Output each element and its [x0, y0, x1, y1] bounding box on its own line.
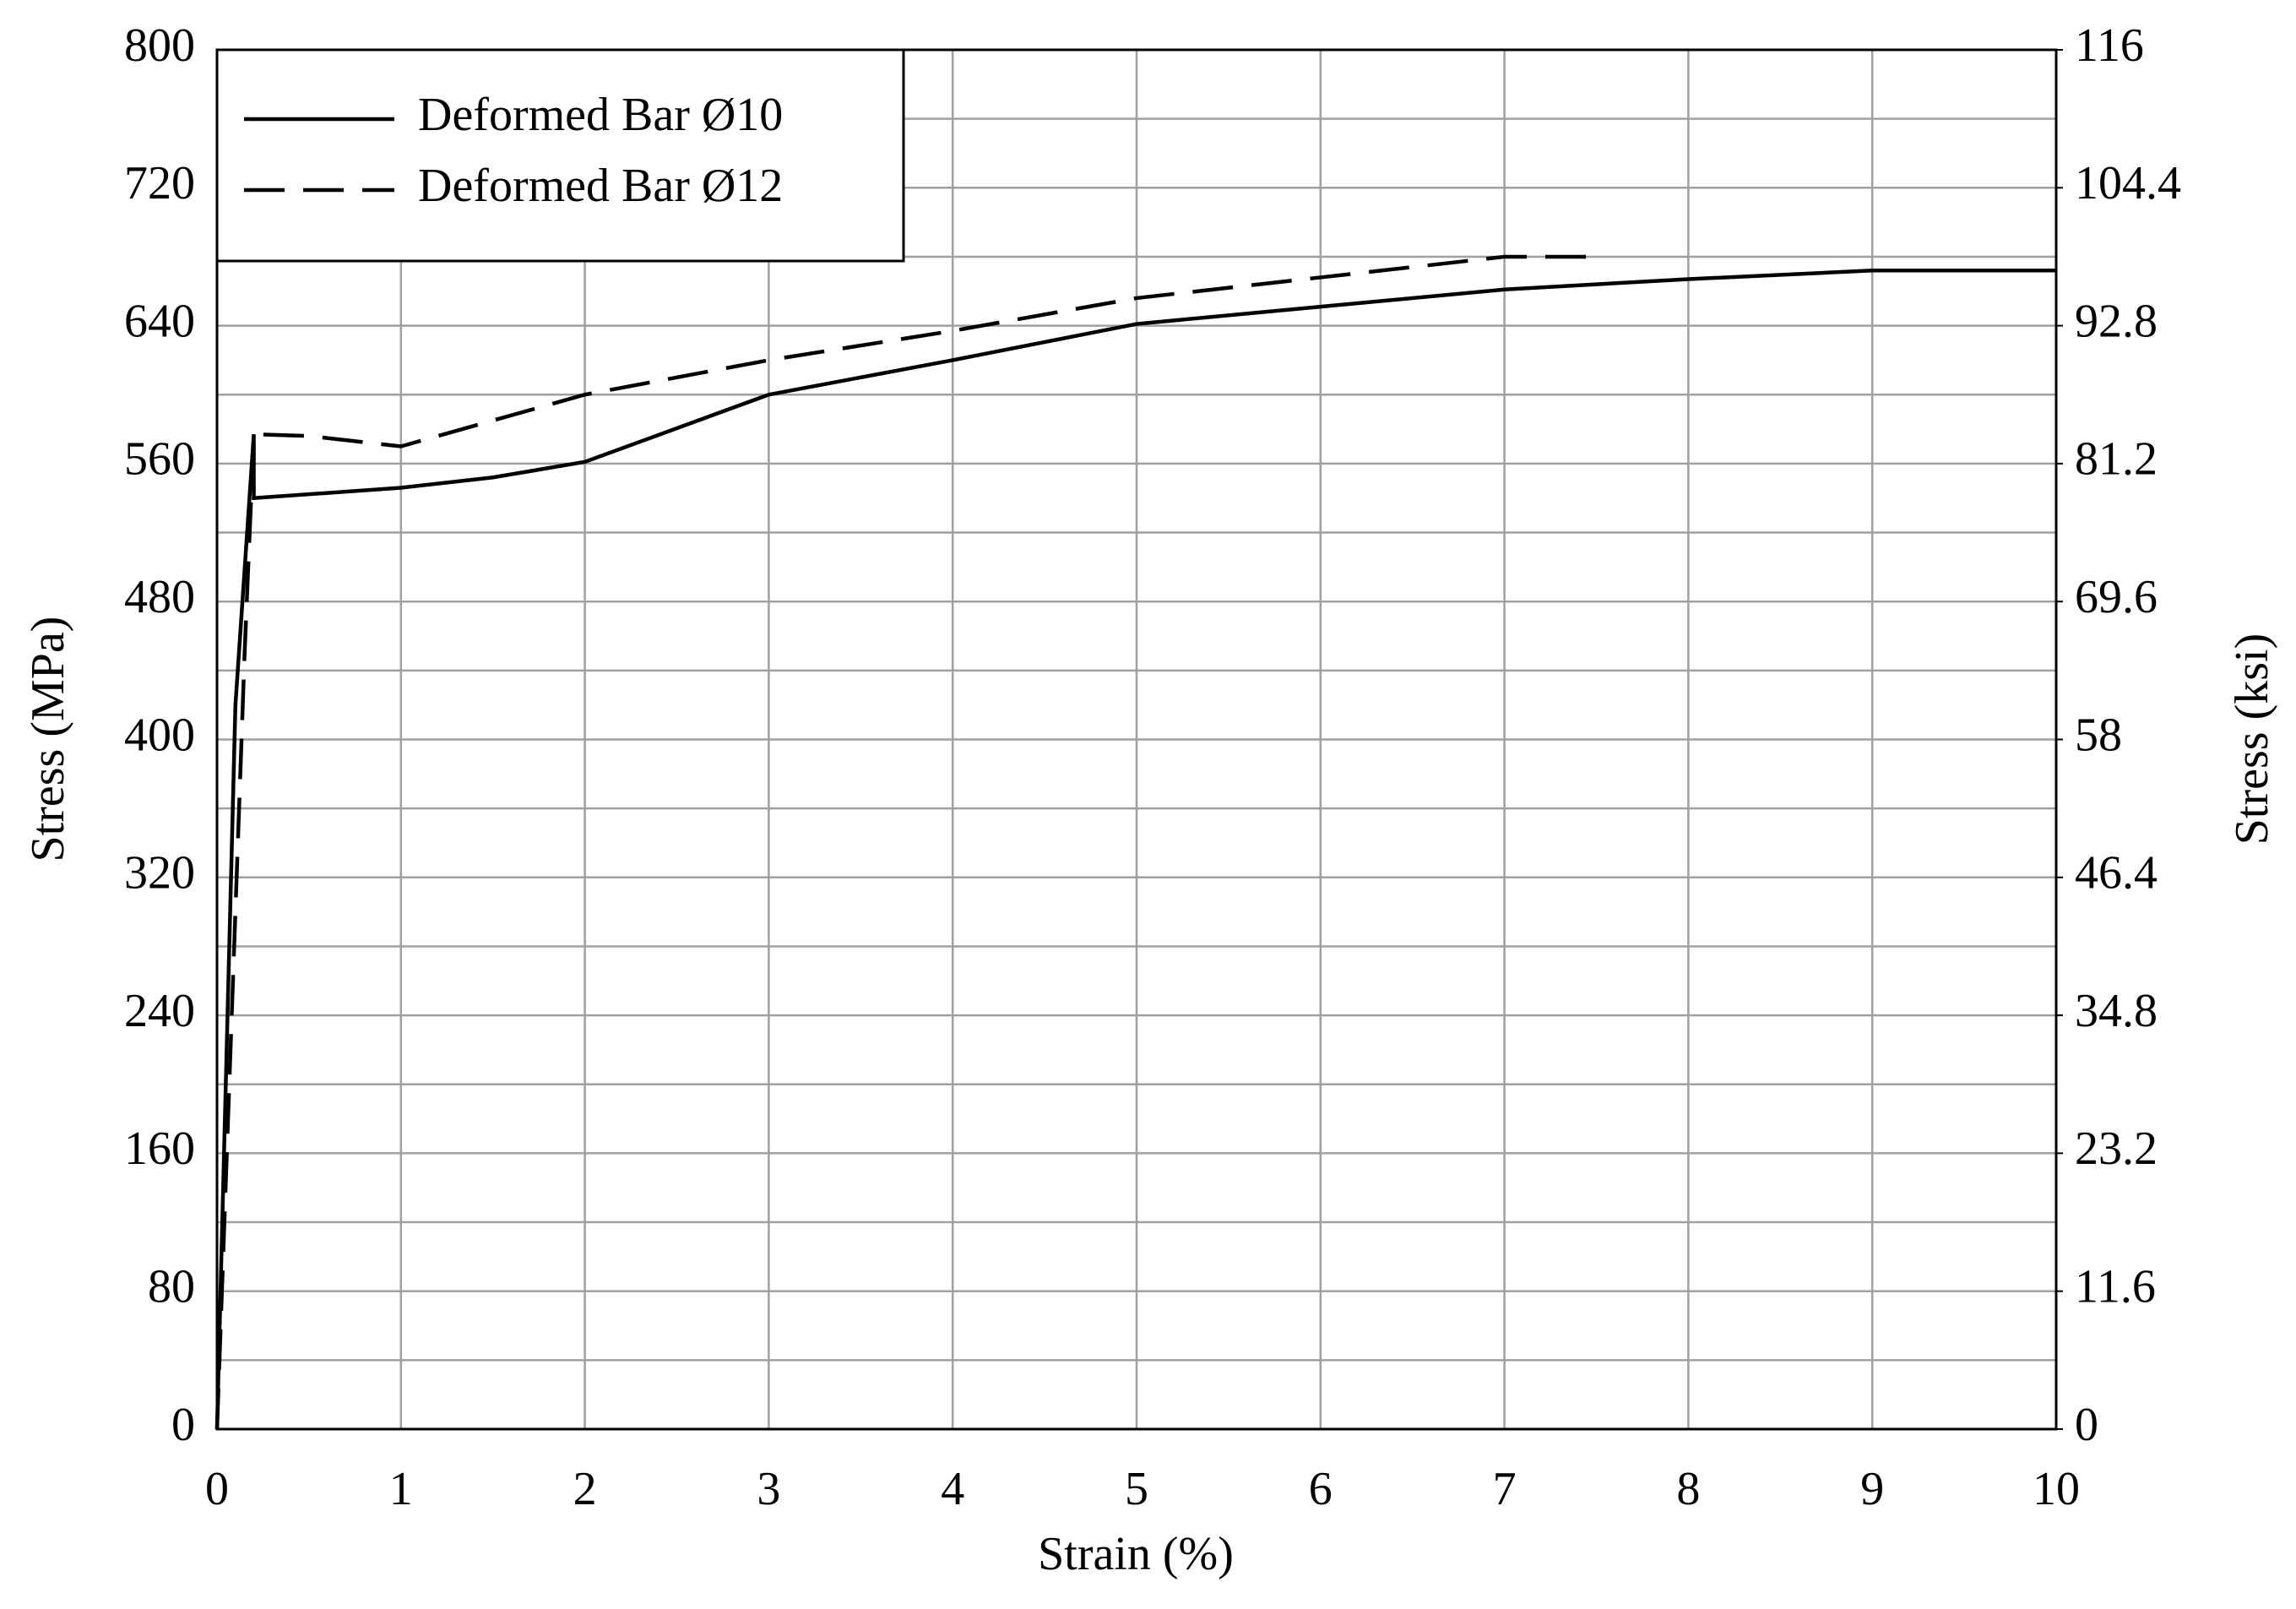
y2-tick-label: 116 — [2075, 19, 2144, 72]
y2-tick-label: 34.8 — [2075, 985, 2158, 1037]
legend-box — [215, 48, 905, 263]
y2-tick-label: 23.2 — [2075, 1122, 2158, 1175]
y2-tick-label: 92.8 — [2075, 295, 2158, 347]
y2-tick-label: 0 — [2075, 1399, 2098, 1451]
y2-tick-label: 46.4 — [2075, 847, 2158, 900]
x-tick-label: 6 — [1309, 1463, 1333, 1515]
y-tick-label: 640 — [124, 295, 195, 347]
x-tick-label: 7 — [1493, 1463, 1517, 1515]
x-axis-label: Strain (%) — [1038, 1528, 1234, 1580]
x-tick-label: 1 — [389, 1463, 413, 1515]
x-tick-label: 8 — [1676, 1463, 1700, 1515]
legend-label: Deformed Bar Ø10 — [418, 89, 783, 141]
y2-tick-label: 69.6 — [2075, 571, 2158, 623]
y-tick-label: 160 — [124, 1122, 195, 1175]
series-line — [214, 254, 1588, 1430]
y-tick-label: 720 — [124, 157, 195, 209]
x-tick-label: 4 — [941, 1463, 964, 1515]
y-tick-label: 480 — [124, 571, 195, 623]
y2-tick-label: 58 — [2075, 709, 2122, 761]
x-tick-label: 5 — [1125, 1463, 1148, 1515]
y2-tick-label: 11.6 — [2075, 1261, 2156, 1313]
x-tick-label: 10 — [2033, 1463, 2080, 1515]
plot-frame — [215, 48, 2058, 1431]
y2-axis-label: Stress (ksi) — [2226, 633, 2278, 845]
y2-tick-label: 81.2 — [2075, 433, 2158, 486]
y-tick-label: 800 — [124, 19, 195, 72]
y-tick-label: 320 — [124, 847, 195, 900]
y-tick-label: 560 — [124, 433, 195, 486]
y-tick-label: 240 — [124, 985, 195, 1037]
x-tick-label: 3 — [757, 1463, 780, 1515]
y-axis-label: Stress (MPa) — [22, 617, 74, 862]
y2-tick-label: 104.4 — [2075, 157, 2181, 209]
x-tick-label: 0 — [205, 1463, 229, 1515]
y-tick-label: 0 — [171, 1399, 195, 1451]
x-tick-label: 9 — [1860, 1463, 1884, 1515]
legend-label: Deformed Bar Ø12 — [418, 160, 783, 212]
y-tick-label: 400 — [124, 709, 195, 761]
y-tick-label: 80 — [148, 1261, 195, 1313]
x-tick-label: 2 — [573, 1463, 597, 1515]
